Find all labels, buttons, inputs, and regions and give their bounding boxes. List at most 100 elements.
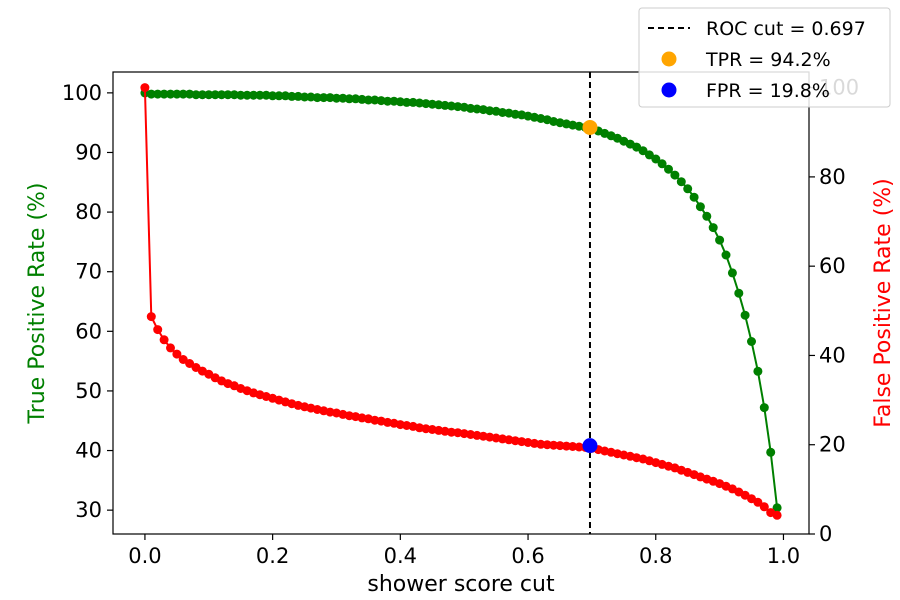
y-right-tick-label: 20 xyxy=(819,433,846,457)
y-left-tick-label: 80 xyxy=(75,200,102,224)
tpr-point xyxy=(210,90,220,100)
tpr-point xyxy=(363,95,373,105)
x-axis-label: shower score cut xyxy=(367,572,555,597)
tpr-point xyxy=(747,337,756,346)
x-tick-label: 0.4 xyxy=(384,544,417,568)
fpr-point xyxy=(549,440,559,450)
tpr-point xyxy=(734,288,744,298)
tpr-point xyxy=(727,268,737,278)
tpr-point xyxy=(236,90,246,100)
fpr-point xyxy=(153,325,163,335)
fpr-point xyxy=(166,343,175,353)
tpr-point xyxy=(223,90,233,100)
tpr-point xyxy=(172,89,182,99)
tpr-point xyxy=(319,93,329,103)
tpr-point xyxy=(242,90,252,100)
tpr-point xyxy=(166,89,175,99)
legend-box xyxy=(638,7,891,108)
tpr-point xyxy=(217,90,227,100)
fpr-point xyxy=(772,510,782,520)
tpr-point xyxy=(689,192,699,202)
y-axis-right-label: False Positive Rate (%) xyxy=(871,178,896,428)
tpr-point xyxy=(229,90,239,100)
tpr-point xyxy=(332,93,341,103)
tpr-point xyxy=(300,92,310,102)
fpr-point xyxy=(172,349,182,359)
y-left-tick-label: 40 xyxy=(75,439,102,463)
tpr-point xyxy=(644,150,654,160)
fpr-point xyxy=(759,502,769,512)
fpr-cut-marker xyxy=(582,438,598,454)
fpr-point xyxy=(555,441,565,451)
tpr-point xyxy=(159,89,169,99)
y-right-tick-label: 80 xyxy=(819,165,846,189)
tpr-point xyxy=(740,310,750,320)
tpr-cut-marker xyxy=(582,119,598,135)
fpr-point xyxy=(568,442,578,451)
y-axis-left-label: True Positive Rate (%) xyxy=(25,182,50,424)
x-tick-label: 1.0 xyxy=(767,544,800,568)
tpr-point xyxy=(670,170,680,180)
tpr-point xyxy=(683,184,693,194)
axes: 0.0 0.2 0.4 0.6 0.8 1.0 30 40 50 60 70 80 90 100 0 20 40… xyxy=(62,71,859,568)
fpr-point xyxy=(542,440,552,450)
tpr-point xyxy=(255,90,265,100)
tpr-point xyxy=(383,96,393,106)
tpr-point xyxy=(146,89,156,99)
tpr-point xyxy=(153,89,163,99)
legend: ROC cut = 0.697 TPR = 94.2% FPR = 19.8% xyxy=(638,7,891,108)
plot-area xyxy=(140,72,782,534)
tpr-point xyxy=(274,91,284,101)
tpr-point xyxy=(268,91,278,101)
fpr-point xyxy=(159,335,169,345)
tpr-point xyxy=(197,90,207,100)
fpr-point xyxy=(140,83,150,93)
legend-label-cut: ROC cut = 0.697 xyxy=(706,18,866,40)
tpr-point xyxy=(191,90,201,100)
tpr-point xyxy=(695,202,705,212)
fpr-point xyxy=(446,427,456,437)
y-left-tick-label: 90 xyxy=(75,140,102,164)
fpr-point xyxy=(536,439,546,449)
tpr-point xyxy=(664,164,673,174)
y-right-tick-label: 0 xyxy=(819,522,832,546)
tpr-point xyxy=(402,97,412,107)
legend-label-tpr: TPR = 94.2% xyxy=(705,49,831,71)
tpr-point xyxy=(759,403,769,413)
tpr-point xyxy=(702,211,712,221)
y-left-tick-label: 100 xyxy=(62,81,102,105)
x-tick-label: 0.0 xyxy=(128,544,161,568)
y-left-tick-label: 60 xyxy=(75,319,102,343)
tpr-point xyxy=(344,94,354,104)
tpr-point xyxy=(651,154,661,164)
plot-frame xyxy=(112,71,810,535)
tpr-point xyxy=(772,503,782,513)
legend-fpr-marker-swatch xyxy=(661,82,677,98)
tpr-point xyxy=(676,177,686,187)
x-tick-label: 0.2 xyxy=(256,544,289,568)
tpr-point xyxy=(766,447,776,457)
x-tick-label: 0.8 xyxy=(639,544,672,568)
fpr-point xyxy=(146,312,156,322)
tpr-point xyxy=(715,235,725,245)
y-left-tick-label: 30 xyxy=(75,498,102,522)
tpr-series-line xyxy=(144,91,779,508)
legend-tpr-marker-swatch xyxy=(661,51,677,67)
tpr-point xyxy=(287,91,297,101)
fpr-point xyxy=(753,497,763,507)
x-tick-label: 0.6 xyxy=(511,544,544,568)
tpr-point xyxy=(638,146,648,156)
fpr-series-line xyxy=(143,87,778,517)
y-right-tick-label: 60 xyxy=(819,254,846,278)
tpr-point xyxy=(204,90,214,100)
y-right-tick-label: 40 xyxy=(819,343,846,367)
tpr-point xyxy=(753,366,763,376)
fpr-point xyxy=(185,359,195,368)
tpr-point xyxy=(721,250,731,260)
y-left-tick-label: 50 xyxy=(75,379,102,403)
tpr-point xyxy=(178,89,188,99)
legend-label-fpr: FPR = 19.8% xyxy=(706,80,830,102)
fpr-point xyxy=(574,442,584,452)
tpr-point xyxy=(249,90,258,100)
